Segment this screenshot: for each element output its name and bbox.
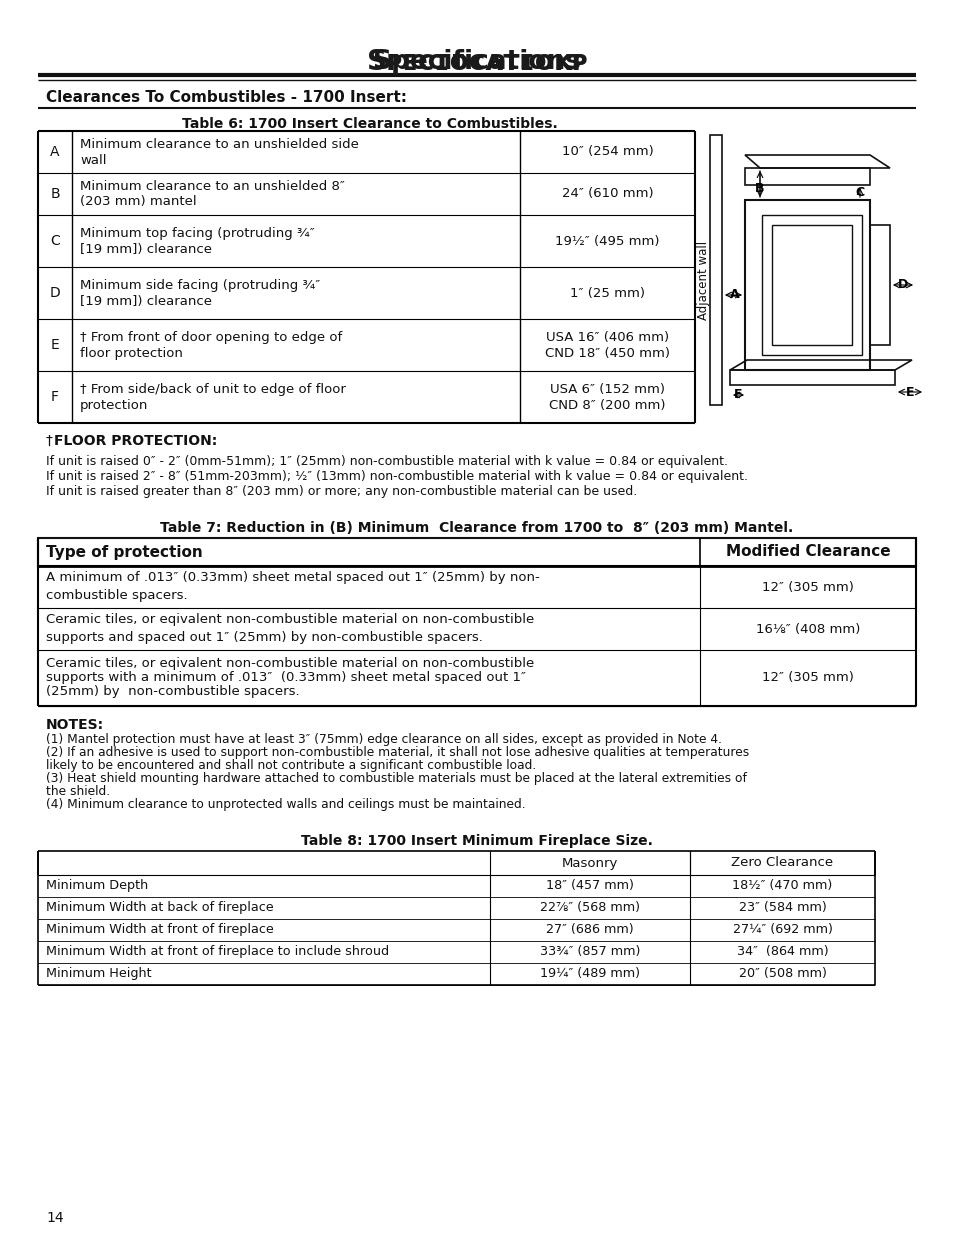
Text: 10″ (254 mm): 10″ (254 mm)	[561, 146, 653, 158]
Text: 19½″ (495 mm): 19½″ (495 mm)	[555, 235, 659, 247]
Text: FLOOR PROTECTION:: FLOOR PROTECTION:	[54, 433, 217, 448]
Text: Minimum side facing (protruding ¾″: Minimum side facing (protruding ¾″	[80, 279, 320, 291]
Bar	[761, 215, 862, 354]
Text: A minimum of .013″ (0.33mm) sheet metal spaced out 1″ (25mm) by non-: A minimum of .013″ (0.33mm) sheet metal …	[46, 572, 539, 584]
Text: (2) If an adhesive is used to support non-combustible material, it shall not los: (2) If an adhesive is used to support no…	[46, 746, 748, 760]
Text: 14: 14	[46, 1212, 64, 1225]
Text: USA 6″ (152 mm): USA 6″ (152 mm)	[550, 383, 664, 395]
Text: A: A	[51, 144, 60, 159]
Text: E: E	[904, 385, 913, 399]
Text: 18½″ (470 mm): 18½″ (470 mm)	[732, 879, 832, 893]
Text: Sᴘᴇᴄɪᴏᴄᴀᴛɪᴏᴋᴘ: Sᴘᴇᴄɪᴏᴄᴀᴛɪᴏᴋᴘ	[366, 48, 587, 77]
Text: Minimum Width at front of fireplace to include shroud: Minimum Width at front of fireplace to i…	[46, 946, 389, 958]
Text: NOTES:: NOTES:	[46, 718, 104, 732]
Text: 12″ (305 mm): 12″ (305 mm)	[761, 580, 853, 594]
Text: Minimum Height: Minimum Height	[46, 967, 152, 981]
Text: Minimum Width at front of fireplace: Minimum Width at front of fireplace	[46, 924, 274, 936]
Text: 22⅞″ (568 mm): 22⅞″ (568 mm)	[539, 902, 639, 914]
Text: combustible spacers.: combustible spacers.	[46, 589, 188, 603]
Text: † From front of door opening to edge of: † From front of door opening to edge of	[80, 331, 342, 343]
Text: (4) Minimum clearance to unprotected walls and ceilings must be maintained.: (4) Minimum clearance to unprotected wal…	[46, 798, 525, 811]
Text: 16⅛″ (408 mm): 16⅛″ (408 mm)	[755, 622, 860, 636]
Text: E: E	[51, 338, 59, 352]
Text: protection: protection	[80, 399, 149, 411]
Text: Ceramic tiles, or eqivalent non-combustible material on non-combustible: Ceramic tiles, or eqivalent non-combusti…	[46, 614, 534, 626]
Text: (1) Mantel protection must have at least 3″ (75mm) edge clearance on all sides, : (1) Mantel protection must have at least…	[46, 734, 721, 746]
Text: likely to be encountered and shall not contribute a significant combustible load: likely to be encountered and shall not c…	[46, 760, 536, 772]
Text: A: A	[729, 289, 739, 301]
Text: D: D	[50, 287, 60, 300]
Text: Table 7: Reduction in (B) Minimum  Clearance from 1700 to  8″ (203 mm) Mantel.: Table 7: Reduction in (B) Minimum Cleara…	[160, 521, 793, 535]
Text: Specifications: Specifications	[372, 49, 581, 75]
Text: Modified Clearance: Modified Clearance	[725, 545, 889, 559]
Text: Minimum clearance to an unshielded side: Minimum clearance to an unshielded side	[80, 137, 358, 151]
Text: 23″ (584 mm): 23″ (584 mm)	[738, 902, 825, 914]
Text: (25mm) by  non-combustible spacers.: (25mm) by non-combustible spacers.	[46, 685, 299, 699]
Text: F: F	[733, 389, 741, 401]
Text: B: B	[755, 182, 764, 194]
Text: Minimum Width at back of fireplace: Minimum Width at back of fireplace	[46, 902, 274, 914]
Text: Table 8: 1700 Insert Minimum Fireplace Size.: Table 8: 1700 Insert Minimum Fireplace S…	[301, 834, 652, 848]
Text: Type of protection: Type of protection	[46, 545, 203, 559]
Text: C: C	[51, 233, 60, 248]
Text: wall: wall	[80, 153, 107, 167]
Text: B: B	[51, 186, 60, 201]
Text: Ceramic tiles, or eqivalent non-combustible material on non-combustible: Ceramic tiles, or eqivalent non-combusti…	[46, 657, 534, 671]
Text: [19 mm]) clearance: [19 mm]) clearance	[80, 294, 212, 308]
Text: 18″ (457 mm): 18″ (457 mm)	[545, 879, 634, 893]
Text: 24″ (610 mm): 24″ (610 mm)	[561, 188, 653, 200]
Text: supports with a minimum of .013″  (0.33mm) sheet metal spaced out 1″: supports with a minimum of .013″ (0.33mm…	[46, 672, 525, 684]
Text: If unit is raised greater than 8″ (203 mm) or more; any non-combustible material: If unit is raised greater than 8″ (203 m…	[46, 485, 637, 498]
Text: (3) Heat shield mounting hardware attached to combustible materials must be plac: (3) Heat shield mounting hardware attach…	[46, 772, 746, 785]
Text: CND 8″ (200 mm): CND 8″ (200 mm)	[549, 399, 665, 411]
Text: †: †	[46, 433, 57, 448]
Text: 34″  (864 mm): 34″ (864 mm)	[736, 946, 827, 958]
Text: Table 6: 1700 Insert Clearance to Combustibles.: Table 6: 1700 Insert Clearance to Combus…	[182, 117, 558, 131]
Text: floor protection: floor protection	[80, 347, 183, 359]
Text: 12″ (305 mm): 12″ (305 mm)	[761, 672, 853, 684]
Bar	[771, 225, 851, 345]
Text: Adjacent wall: Adjacent wall	[697, 241, 710, 320]
Text: CND 18″ (450 mm): CND 18″ (450 mm)	[544, 347, 669, 359]
Bar	[709, 135, 721, 405]
Text: Minimum top facing (protruding ¾″: Minimum top facing (protruding ¾″	[80, 226, 314, 240]
Text: D: D	[897, 279, 907, 291]
Text: 19¼″ (489 mm): 19¼″ (489 mm)	[539, 967, 639, 981]
Text: Minimum clearance to an unshielded 8″: Minimum clearance to an unshielded 8″	[80, 179, 345, 193]
Text: 27″ (686 mm): 27″ (686 mm)	[546, 924, 633, 936]
Text: (203 mm) mantel: (203 mm) mantel	[80, 195, 196, 209]
Bar	[744, 168, 869, 185]
Bar	[38, 538, 915, 566]
Text: Masonry: Masonry	[561, 857, 618, 869]
Text: supports and spaced out 1″ (25mm) by non-combustible spacers.: supports and spaced out 1″ (25mm) by non…	[46, 631, 482, 645]
Text: Minimum Depth: Minimum Depth	[46, 879, 148, 893]
Text: 20″ (508 mm): 20″ (508 mm)	[738, 967, 825, 981]
Text: F: F	[51, 390, 59, 404]
Text: 27¼″ (692 mm): 27¼″ (692 mm)	[732, 924, 832, 936]
Text: C: C	[855, 185, 863, 199]
Text: Zero Clearance: Zero Clearance	[731, 857, 833, 869]
Text: the shield.: the shield.	[46, 785, 110, 798]
Text: 1″ (25 mm): 1″ (25 mm)	[569, 287, 644, 300]
Text: If unit is raised 0″ - 2″ (0mm-51mm); 1″ (25mm) non-combustible material with k : If unit is raised 0″ - 2″ (0mm-51mm); 1″…	[46, 454, 727, 468]
Text: [19 mm]) clearance: [19 mm]) clearance	[80, 242, 212, 256]
Text: 33¾″ (857 mm): 33¾″ (857 mm)	[539, 946, 639, 958]
Text: Clearances To Combustibles - 1700 Insert:: Clearances To Combustibles - 1700 Insert…	[46, 90, 407, 105]
Text: † From side/back of unit to edge of floor: † From side/back of unit to edge of floo…	[80, 383, 346, 395]
Bar	[744, 200, 869, 370]
Text: USA 16″ (406 mm): USA 16″ (406 mm)	[545, 331, 668, 343]
Bar	[869, 225, 889, 345]
Bar	[729, 370, 894, 385]
Text: If unit is raised 2″ - 8″ (51mm-203mm); ½″ (13mm) non-combustible material with : If unit is raised 2″ - 8″ (51mm-203mm); …	[46, 471, 747, 483]
